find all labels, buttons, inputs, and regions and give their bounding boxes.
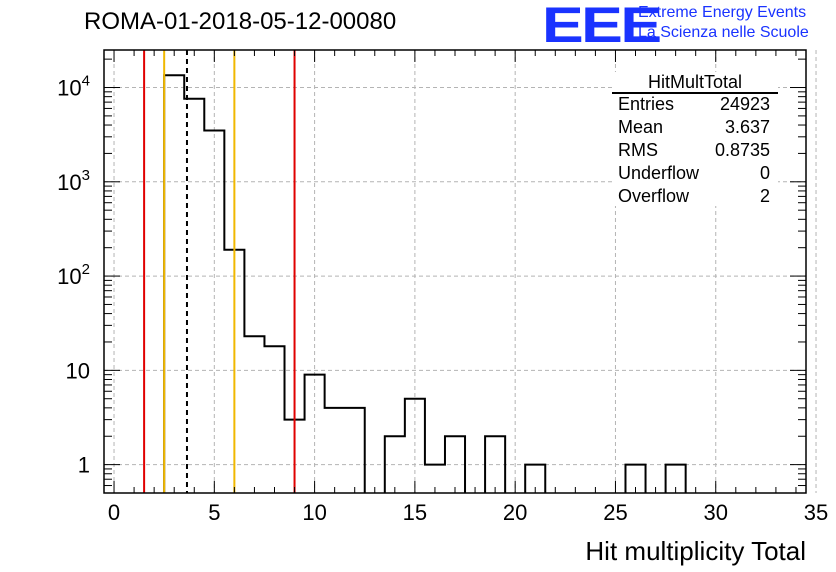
- histogram-bin: [164, 75, 184, 493]
- x-axis-label: Hit multiplicity Total: [585, 536, 806, 566]
- stats-row-entries: Entries 24923: [618, 94, 770, 117]
- stats-key: Entries: [618, 94, 675, 114]
- stats-value: 24923: [719, 94, 770, 114]
- stats-key: Underflow: [618, 163, 700, 183]
- x-tick-label: 15: [403, 500, 427, 525]
- stats-box: HitMultTotal Entries 24923 Mean 3.637 RM…: [612, 72, 778, 206]
- histogram-bin: [385, 436, 405, 493]
- eee-logo-mark: EEE: [542, 0, 662, 53]
- x-tick-label: 30: [704, 500, 728, 525]
- stats-separator: [612, 92, 778, 94]
- y-tick-label: 102: [57, 261, 90, 289]
- x-tick-label: 5: [208, 500, 220, 525]
- stats-row-underflow: Underflow 0: [618, 163, 770, 186]
- histogram-bin: [405, 399, 425, 493]
- stats-value: 3.637: [724, 117, 770, 137]
- stats-row-mean: Mean 3.637: [618, 117, 770, 140]
- histogram-outline: [163, 74, 687, 493]
- histogram-bin: [325, 408, 345, 493]
- stats-key: Overflow: [618, 186, 690, 206]
- x-tick-label: 20: [503, 500, 527, 525]
- x-tick-label: 0: [108, 500, 120, 525]
- stats-value: 0: [759, 163, 770, 183]
- x-tick-label: 10: [302, 500, 326, 525]
- y-tick-label: 1: [78, 453, 90, 478]
- histogram-bin: [244, 336, 264, 493]
- histogram-bin: [204, 130, 224, 493]
- histogram-bin: [305, 375, 325, 493]
- x-tick-label: 25: [603, 500, 627, 525]
- eee-logo: EEE Extreme Energy Events La Scienza nel…: [542, 0, 832, 53]
- logo-line-1: Extreme Energy Events: [638, 4, 807, 21]
- histogram-bin: [264, 346, 284, 493]
- stats-value: 0.8735: [714, 140, 770, 160]
- x-tick-label: 35: [804, 500, 828, 525]
- stats-value: 2: [759, 186, 770, 206]
- y-tick-label: 10: [66, 358, 90, 383]
- stats-row-overflow: Overflow 2: [618, 186, 770, 209]
- histogram-bin: [485, 436, 505, 493]
- logo-line-2: La Scienza nelle Scuole: [638, 24, 809, 41]
- histogram-bin: [445, 436, 465, 493]
- stats-key: RMS: [618, 140, 658, 160]
- y-tick-label: 104: [57, 73, 90, 101]
- run-title: ROMA-01-2018-05-12-00080: [84, 8, 397, 35]
- stats-key: Mean: [618, 117, 664, 137]
- histogram-bin: [345, 408, 365, 493]
- stats-title: HitMultTotal: [647, 72, 743, 92]
- stats-row-rms: RMS 0.8735: [618, 140, 770, 163]
- y-tick-label: 103: [57, 167, 90, 195]
